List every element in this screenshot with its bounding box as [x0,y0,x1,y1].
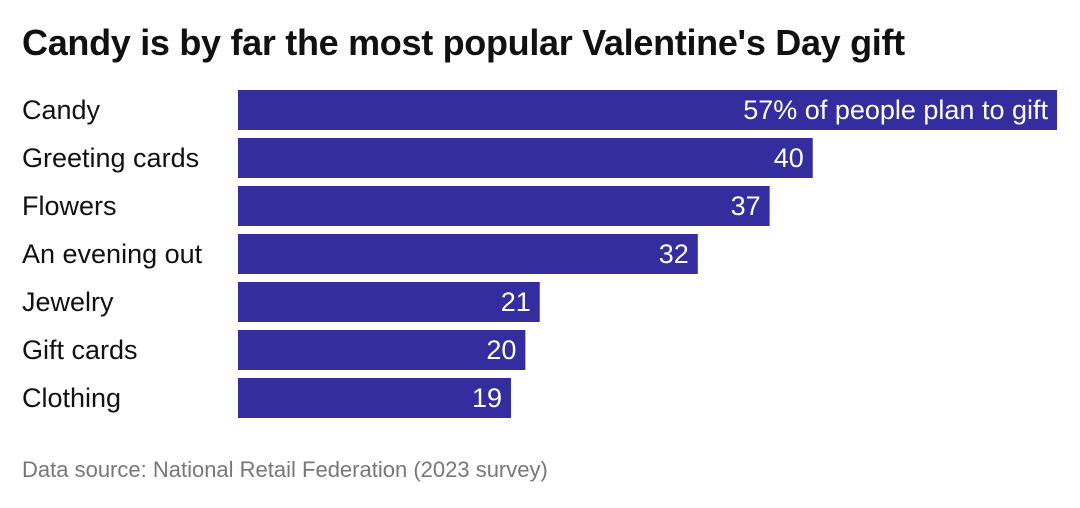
data-label: 32 [659,239,689,269]
category-label: Flowers [22,191,117,221]
data-source: Data source: National Retail Federation … [22,457,548,482]
bar [238,186,770,226]
bar [238,90,1057,130]
category-label: Clothing [22,383,121,413]
data-label: 20 [486,335,516,365]
data-label: 21 [501,287,531,317]
bar [238,330,526,370]
category-label: An evening out [22,239,203,269]
category-label: Gift cards [22,335,138,365]
bar [238,378,511,418]
bar [238,282,540,322]
chart-title: Candy is by far the most popular Valenti… [22,22,905,63]
category-label: Jewelry [22,287,114,317]
data-label: 19 [472,383,502,413]
category-label: Candy [22,95,101,125]
bar [238,138,813,178]
data-label: 57% of people plan to gift [743,95,1048,125]
bar [238,234,698,274]
data-label: 40 [774,143,804,173]
category-label: Greeting cards [22,143,199,173]
data-label: 37 [731,191,761,221]
bar-chart: Candy 57% of people plan to gift Greeting … [22,90,1057,418]
